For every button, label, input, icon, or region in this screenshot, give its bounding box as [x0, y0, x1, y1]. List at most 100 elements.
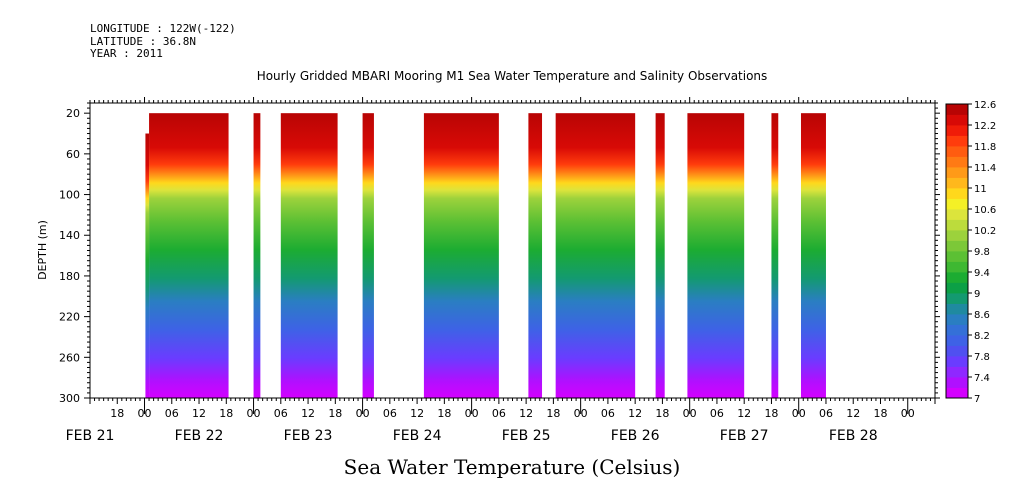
colorbar: 12.6 12.2 11.8 11.4 11 10.6 10.2 9.8 9.4 9 8.6 8.2 7… [945, 100, 996, 405]
data-segment [280, 113, 338, 398]
x-hour-label: 00 [247, 407, 261, 420]
colorbar-band [946, 366, 968, 378]
colorbar-band [946, 219, 968, 231]
colorbar-band [946, 188, 968, 199]
y-tick-label: 100 [59, 189, 80, 202]
colorbar-band [946, 387, 968, 399]
colorbar-label: 10.2 [974, 226, 996, 237]
y-tick-label: 140 [59, 229, 80, 242]
longitude-label: LONGITUDE : 122W(-122) [90, 22, 236, 35]
x-hour-label: 18 [110, 407, 124, 420]
x-hour-label: 12 [846, 407, 860, 420]
data-segment [687, 113, 745, 398]
colorbar-label: 11.4 [974, 163, 996, 174]
x-hour-label: 12 [737, 407, 751, 420]
colorbar-band [946, 209, 968, 220]
x-hour-label: 18 [655, 407, 669, 420]
x-hour-label: 00 [683, 407, 697, 420]
colorbar-label: 8.6 [974, 310, 990, 321]
x-day-label: FEB 27 [720, 428, 769, 444]
x-hour-label: 12 [301, 407, 315, 420]
colorbar-label: 12.6 [974, 100, 996, 111]
x-day-label: FEB 21 [66, 428, 115, 444]
x-hour-label: 00 [901, 407, 915, 420]
colorbar-band [946, 230, 968, 241]
x-hour-label: 18 [873, 407, 887, 420]
x-hour-label: 12 [410, 407, 424, 420]
x-hour-label: 00 [574, 407, 588, 420]
colorbar-label: 9 [974, 289, 980, 300]
data-segment [528, 113, 543, 398]
x-hour-label: 00 [356, 407, 370, 420]
data-segment [253, 113, 261, 398]
x-hour-label: 06 [819, 407, 833, 420]
colorbar-label: 9.4 [974, 268, 990, 279]
location-header: LONGITUDE : 122W(-122) LATITUDE : 36.8N … [90, 22, 236, 61]
chart-title: Hourly Gridded MBARI Mooring M1 Sea Wate… [257, 69, 768, 83]
x-hour-label: 12 [628, 407, 642, 420]
x-day-label: FEB 28 [829, 428, 878, 444]
x-hour-label: 18 [328, 407, 342, 420]
x-hour-label: 12 [519, 407, 533, 420]
x-day-label: FEB 24 [393, 428, 442, 444]
x-hour-label: 00 [792, 407, 806, 420]
colorbar-label: 7 [974, 394, 980, 405]
x-hour-label: 06 [710, 407, 724, 420]
colorbar-band [946, 125, 968, 136]
x-hour-label: 00 [138, 407, 152, 420]
x-hour-label: 18 [219, 407, 233, 420]
x-hour-label: 18 [546, 407, 560, 420]
y-tick-label: 60 [66, 148, 80, 161]
colorbar-band [946, 177, 968, 189]
data-segment [800, 113, 826, 398]
colorbar-band [946, 261, 968, 273]
x-axis-label: Sea Water Temperature (Celsius) [344, 455, 681, 479]
colorbar-band [946, 335, 968, 346]
x-hour-label: 06 [383, 407, 397, 420]
x-day-label: FEB 26 [611, 428, 660, 444]
y-tick-label: 20 [66, 107, 80, 120]
colorbar-band [946, 198, 968, 210]
data-segment [555, 113, 636, 398]
colorbar-label: 12.2 [974, 121, 996, 132]
data-segment [145, 133, 150, 398]
y-tick-label: 220 [59, 311, 80, 324]
colorbar-band [946, 251, 968, 262]
colorbar-band [946, 240, 968, 252]
colorbar-band [946, 356, 968, 367]
colorbar-label: 11 [974, 184, 987, 195]
colorbar-band [946, 114, 968, 126]
x-hour-label: 06 [274, 407, 288, 420]
x-hour-label: 00 [465, 407, 479, 420]
axes: 20 60 100 140 180 220 260 300 18 00 06 12 18 00 06 12 18… [59, 97, 940, 444]
x-day-label: FEB 25 [502, 428, 551, 444]
colorbar-band [946, 146, 968, 157]
plot-area [145, 113, 826, 398]
data-segment [149, 113, 229, 398]
data-segment [771, 113, 779, 398]
x-hour-label: 06 [492, 407, 506, 420]
data-segment [423, 113, 499, 398]
colorbar-band [946, 104, 968, 115]
colorbar-band [946, 377, 968, 388]
colorbar-band [946, 293, 968, 304]
data-segment [362, 113, 374, 398]
x-day-label: FEB 22 [175, 428, 224, 444]
y-tick-label: 260 [59, 351, 80, 364]
colorbar-label: 7.4 [974, 373, 990, 384]
colorbar-label: 9.8 [974, 247, 990, 258]
colorbar-band [946, 167, 968, 178]
x-hour-label: 06 [165, 407, 179, 420]
colorbar-label: 10.6 [974, 205, 996, 216]
x-day-label: FEB 23 [284, 428, 333, 444]
colorbar-band [946, 272, 968, 283]
x-hour-label: 12 [192, 407, 206, 420]
latitude-label: LATITUDE : 36.8N [90, 34, 196, 48]
colorbar-band [946, 282, 968, 294]
y-tick-label: 180 [59, 270, 80, 283]
colorbar-band [946, 303, 968, 315]
x-hour-label: 06 [601, 407, 615, 420]
colorbar-band [946, 345, 968, 357]
colorbar-label: 8.2 [974, 331, 990, 342]
